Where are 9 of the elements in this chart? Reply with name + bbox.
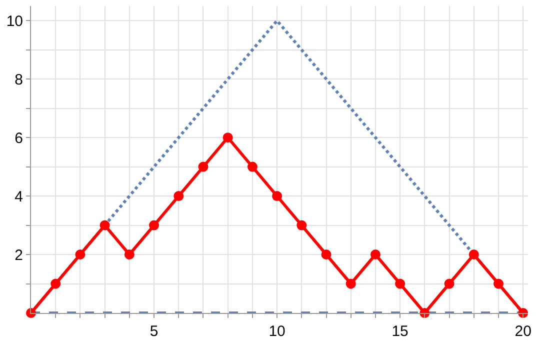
- x-tick-label: 20: [514, 323, 532, 340]
- x-tick-label: 15: [392, 323, 408, 340]
- y-tick-label: 6: [14, 130, 23, 147]
- y-tick-label: 10: [6, 12, 23, 30]
- y-tick-label: 4: [14, 188, 23, 206]
- x-tick-label: 5: [150, 323, 158, 340]
- x-tick-label: 10: [268, 323, 286, 340]
- y-tick-label: 8: [14, 71, 23, 88]
- y-tick-label: 2: [14, 246, 23, 264]
